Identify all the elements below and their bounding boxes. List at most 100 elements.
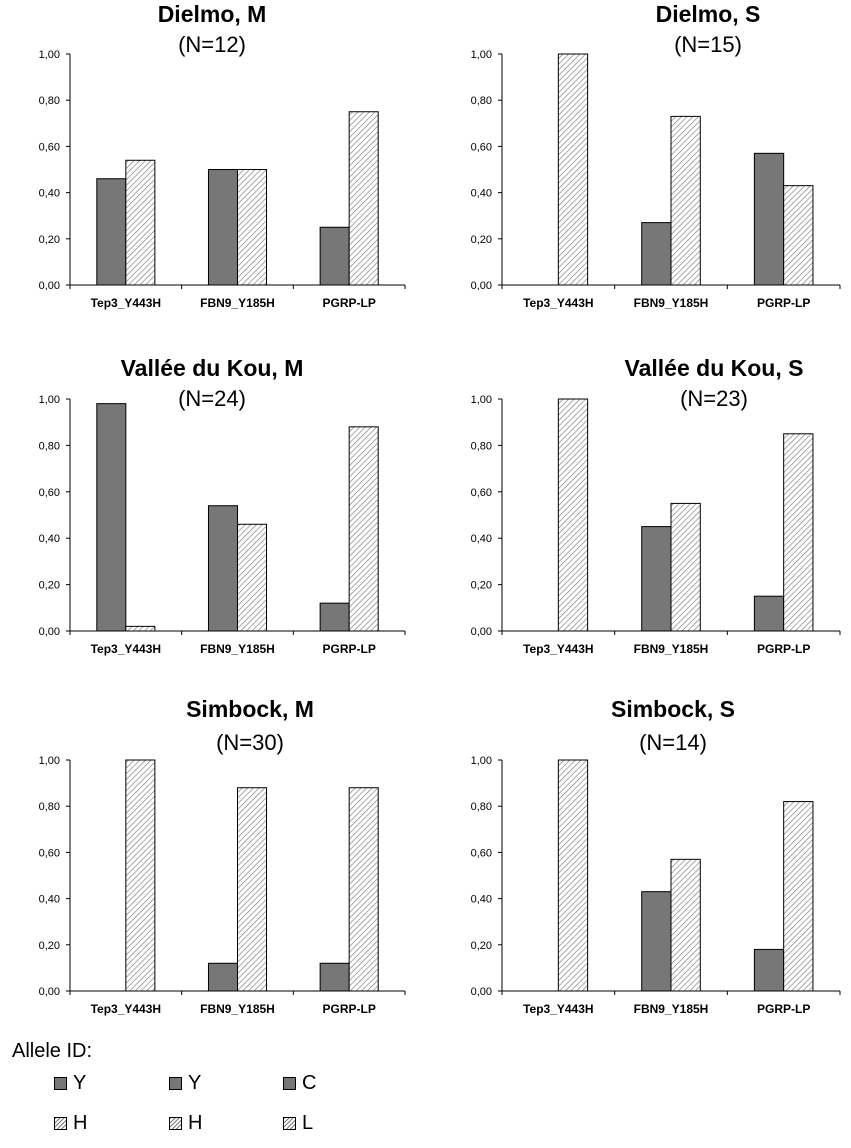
y-tick-label: 0,60 <box>39 141 60 153</box>
legend-item-fbn9-hatched: H <box>169 1112 202 1135</box>
category-label: Tep3_Y443H <box>91 642 161 656</box>
bar-solid <box>319 962 350 992</box>
panel-title: Dielmo, S <box>656 1 761 27</box>
y-tick-label: 0,40 <box>39 533 60 545</box>
category-label: PGRP-LP <box>322 1002 375 1016</box>
bar-solid <box>207 962 238 992</box>
legend-swatch-hatched <box>54 1117 67 1130</box>
category-label: FBN9_Y185H <box>634 296 709 310</box>
bar-hatched <box>237 169 268 286</box>
panel-sample-size: (N=24) <box>178 386 246 411</box>
bar-hatched <box>783 433 814 632</box>
y-tick-label: 0,20 <box>471 580 492 592</box>
panel-title: Vallée du Kou, M <box>121 355 304 381</box>
y-tick-label: 0,60 <box>39 847 60 859</box>
bar-solid <box>319 602 350 632</box>
bar-solid <box>641 891 672 992</box>
y-tick-label: 0,00 <box>471 626 492 638</box>
category-label: FBN9_Y185H <box>200 1002 275 1016</box>
chart-panel: Vallée du Kou, M (N=24) 0,00 0,20 0,40 0,60 0,… <box>39 355 406 656</box>
y-tick-label: 1,00 <box>39 755 60 767</box>
panel-title: Dielmo, M <box>158 1 267 27</box>
y-tick-label: 0,60 <box>471 141 492 153</box>
category-label: PGRP-LP <box>322 642 375 656</box>
y-tick-label: 1,00 <box>39 394 60 406</box>
category-label: PGRP-LP <box>322 296 375 310</box>
bar-hatched <box>783 185 814 286</box>
chart-panel: Simbock, S (N=14) 0,00 0,20 0,40 0,60 0,80 1,00… <box>471 696 841 1016</box>
bar-hatched <box>348 426 379 632</box>
bar-hatched <box>557 53 589 286</box>
bar-solid <box>753 152 785 286</box>
legend-label: C <box>302 1072 317 1094</box>
legend-label: L <box>302 1112 314 1134</box>
y-tick-label: 0,40 <box>471 533 492 545</box>
legend-item-pgrp-solid: C <box>283 1072 316 1095</box>
y-tick-label: 0,80 <box>471 801 492 813</box>
y-tick-label: 0,60 <box>471 847 492 859</box>
legend: Allele ID: Y Y C H H L <box>12 1040 412 1145</box>
panel-title: Simbock, M <box>186 696 314 722</box>
y-tick-label: 0,60 <box>471 487 492 499</box>
bar-hatched <box>557 398 589 632</box>
y-tick-label: 1,00 <box>471 755 492 767</box>
y-tick-label: 0,40 <box>471 894 492 906</box>
bar-hatched <box>783 801 814 992</box>
chart-panel: Dielmo, S (N=15) 0,00 0,20 0,40 0,60 0,80 1,00 T… <box>471 1 841 310</box>
legend-title: Allele ID: <box>12 1040 93 1062</box>
panel-sample-size: (N=15) <box>674 32 742 57</box>
chart-panel: Simbock, M (N=30) 0,00 0,20 0,40 0,60 0,80 1,00… <box>39 696 406 1016</box>
y-tick-label: 0,20 <box>471 940 492 952</box>
y-tick-label: 0,20 <box>471 234 492 246</box>
bar-hatched <box>125 159 156 286</box>
y-tick-label: 1,00 <box>39 49 60 61</box>
y-tick-label: 0,40 <box>39 188 60 200</box>
category-label: Tep3_Y443H <box>523 642 593 656</box>
y-tick-label: 0,20 <box>39 580 60 592</box>
bar-hatched <box>670 502 701 632</box>
bar-hatched <box>125 625 156 632</box>
y-tick-label: 0,80 <box>471 440 492 452</box>
legend-label: H <box>188 1112 203 1134</box>
panel-sample-size: (N=12) <box>178 32 246 57</box>
bar-hatched <box>670 115 701 286</box>
legend-label: Y <box>73 1072 87 1094</box>
y-tick-label: 0,40 <box>471 188 492 200</box>
bar-hatched <box>237 787 268 992</box>
y-tick-label: 0,00 <box>471 986 492 998</box>
panel-sample-size: (N=23) <box>680 386 748 411</box>
bar-hatched <box>557 759 589 992</box>
legend-label: Y <box>188 1072 202 1094</box>
category-label: PGRP-LP <box>757 642 810 656</box>
bar-solid <box>319 226 350 286</box>
y-tick-label: 0,00 <box>39 280 60 292</box>
category-label: Tep3_Y443H <box>523 296 593 310</box>
bar-solid <box>641 526 672 632</box>
category-label: PGRP-LP <box>757 1002 810 1016</box>
bar-hatched <box>348 111 379 286</box>
panel-title: Vallée du Kou, S <box>625 355 804 381</box>
y-tick-label: 0,80 <box>39 95 60 107</box>
bar-solid <box>753 948 785 992</box>
bar-solid <box>753 595 785 632</box>
y-tick-label: 0,20 <box>39 940 60 952</box>
y-tick-label: 0,00 <box>39 986 60 998</box>
legend-swatch-hatched <box>169 1117 182 1130</box>
bar-solid <box>641 222 672 286</box>
y-tick-label: 0,80 <box>39 801 60 813</box>
legend-swatch-solid <box>169 1077 182 1090</box>
legend-label: H <box>73 1112 88 1134</box>
bar-solid <box>96 178 127 286</box>
legend-item-tep3-hatched: H <box>54 1112 87 1135</box>
chart-panel: Dielmo, M (N=12) 0,00 0,20 0,40 0,60 0,80 1,00 T… <box>39 1 406 310</box>
y-tick-label: 0,80 <box>471 95 492 107</box>
legend-item-tep3-solid: Y <box>54 1072 86 1095</box>
bar-hatched <box>348 787 379 992</box>
bar-hatched <box>670 858 701 992</box>
category-label: Tep3_Y443H <box>91 296 161 310</box>
chart-panel: Vallée du Kou, S (N=23) 0,00 0,20 0,40 0,60 0,… <box>471 355 841 656</box>
category-label: FBN9_Y185H <box>200 296 275 310</box>
y-tick-label: 0,80 <box>39 440 60 452</box>
legend-item-fbn9-solid: Y <box>169 1072 201 1095</box>
